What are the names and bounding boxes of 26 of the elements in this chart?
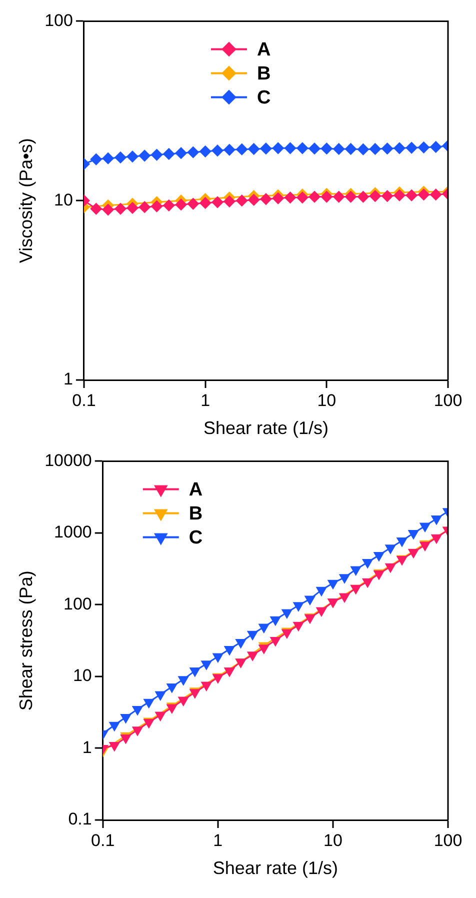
x-tick-label: 1: [213, 830, 223, 850]
y-tick-label: 10: [72, 666, 92, 686]
y-tick-label: 0.1: [68, 810, 92, 829]
y-axis-title: Viscosity (Pa•s): [16, 138, 36, 264]
legend-label: A: [188, 479, 203, 500]
x-tick-label: 10: [323, 830, 342, 850]
legend-label: B: [256, 63, 271, 84]
legend-label: C: [188, 527, 203, 548]
x-tick-label: 1: [200, 390, 210, 410]
x-tick-label: 100: [434, 390, 462, 410]
y-tick-label: 100: [64, 594, 92, 614]
legend-label: C: [256, 87, 271, 108]
y-tick-label: 1000: [54, 522, 92, 542]
y-tick-label: 1: [82, 738, 92, 757]
legend-label: A: [256, 39, 271, 60]
y-axis-title: Shear stress (Pa): [16, 570, 36, 711]
y-tick-label: 10: [54, 190, 73, 210]
x-axis-title: Shear rate (1/s): [203, 418, 329, 438]
x-tick-label: 100: [434, 830, 462, 850]
x-axis-title: Shear rate (1/s): [212, 858, 338, 878]
x-tick-label: 10: [317, 390, 336, 410]
y-tick-label: 100: [44, 10, 73, 30]
y-tick-label: 1: [63, 370, 73, 389]
x-tick-label: 0.1: [91, 830, 115, 850]
y-tick-label: 10000: [44, 450, 92, 470]
legend-label: B: [188, 503, 203, 524]
